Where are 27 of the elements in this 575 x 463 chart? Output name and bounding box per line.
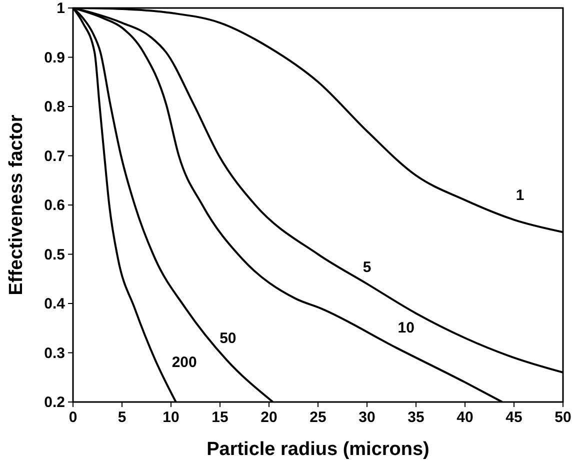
y-tick-label: 0.6 [44, 197, 65, 214]
x-tick-label: 20 [260, 409, 278, 426]
y-tick-label: 0.9 [44, 49, 65, 66]
x-tick-label: 0 [68, 409, 78, 426]
x-axis-title: Particle radius (microns) [206, 439, 430, 460]
x-tick-label: 15 [212, 409, 228, 426]
series-label: 1 [516, 186, 524, 204]
y-tick-label: 0.5 [44, 246, 65, 264]
x-tick-label: 25 [310, 409, 326, 426]
x-tick-label: 40 [456, 409, 474, 426]
y-tick-label: 0.8 [44, 98, 65, 116]
x-tick-label: 30 [358, 409, 376, 426]
y-tick-label: 0.3 [44, 344, 65, 362]
series-label: 5 [362, 258, 372, 276]
x-tick-label: 35 [408, 409, 424, 426]
series-label: 10 [398, 320, 414, 337]
x-tick-label: 10 [162, 409, 180, 426]
y-tick-label: 1 [56, 0, 65, 17]
y-axis-title: Effectiveness factor [6, 114, 27, 296]
y-tick-label: 0.4 [44, 296, 66, 312]
x-tick-label: 45 [506, 409, 522, 426]
x-tick-label: 5 [118, 409, 126, 426]
series-label: 50 [220, 330, 236, 348]
x-tick-label: 50 [554, 409, 572, 426]
y-tick-label: 0.7 [44, 148, 65, 165]
y-tick-label: 0.2 [44, 394, 65, 411]
series-label: 200 [172, 354, 197, 372]
